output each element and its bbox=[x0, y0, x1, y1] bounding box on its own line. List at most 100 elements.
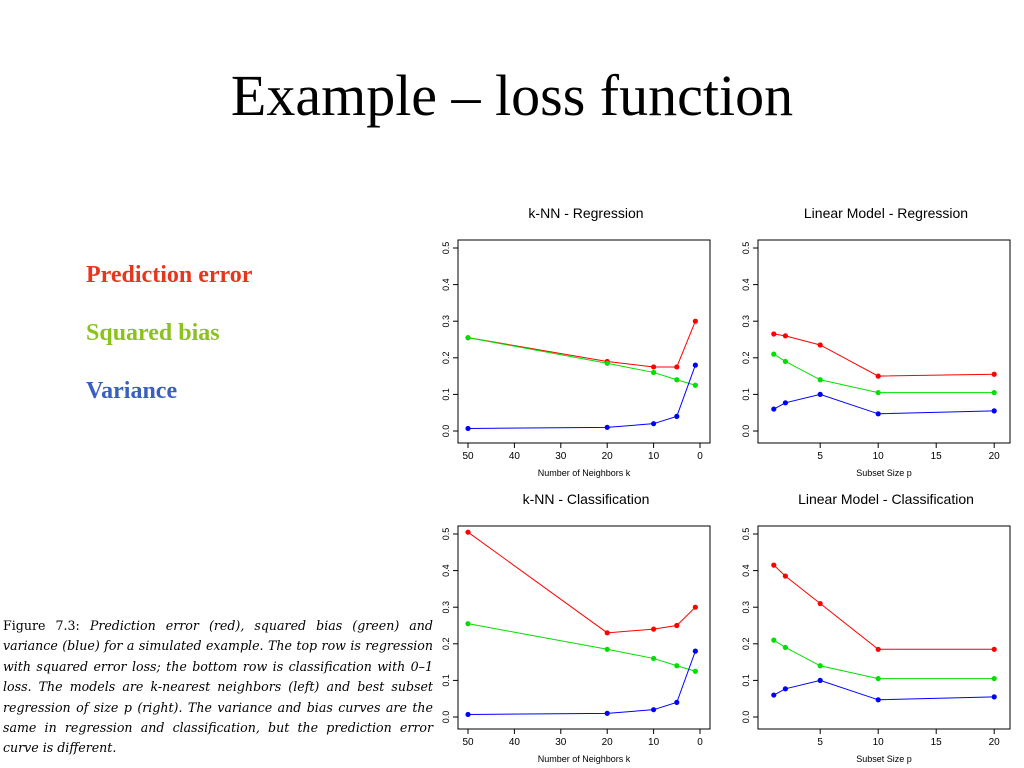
chart-0-ytick-label: 0.5 bbox=[441, 242, 451, 255]
chart-0-red-point bbox=[674, 364, 680, 370]
chart-3-red-point bbox=[875, 646, 881, 652]
chart-1-green-point bbox=[782, 358, 788, 365]
chart-2-xlabel: Number of Neighbors k bbox=[538, 754, 631, 764]
chart-1-xlabel: Subset Size p bbox=[856, 468, 912, 478]
chart-1-blue-line bbox=[773, 393, 995, 415]
chart-0-ytick-label: 0.1 bbox=[441, 388, 451, 401]
chart-0-plot-frame bbox=[457, 239, 711, 444]
chart-3-plot-frame bbox=[757, 525, 1011, 730]
chart-3-blue-point bbox=[817, 677, 823, 683]
chart-1-red-point bbox=[875, 373, 881, 379]
chart-0-xlabel: Number of Neighbors k bbox=[538, 468, 631, 478]
chart-3-blue-point bbox=[771, 692, 777, 698]
chart-1-green-line bbox=[773, 353, 995, 394]
chart-3-blue-line bbox=[773, 679, 995, 701]
chart-2-xtick-label: 0 bbox=[697, 737, 703, 748]
chart-1-red-point bbox=[817, 342, 823, 348]
chart-0-red-point bbox=[692, 318, 698, 324]
chart-0-title: k-NN - Regression bbox=[528, 205, 643, 221]
chart-1-xtick-label: 5 bbox=[817, 451, 823, 462]
chart-1-red-point bbox=[771, 331, 777, 337]
chart-3-title: Linear Model - Classification bbox=[798, 491, 974, 507]
chart-2-xtick-label: 10 bbox=[648, 737, 660, 748]
chart-2-blue-point bbox=[465, 711, 471, 718]
chart-1-xtick-label: 10 bbox=[873, 451, 885, 462]
chart-2-red-point bbox=[674, 622, 680, 629]
chart-2-xtick-label: 20 bbox=[602, 737, 614, 748]
figure-caption: Figure 7.3: Prediction error (red), squa… bbox=[3, 616, 433, 759]
chart-3-ytick-label: 0.0 bbox=[741, 711, 751, 724]
chart-1-red-point bbox=[991, 371, 997, 377]
chart-3-red-point bbox=[782, 573, 788, 579]
legend-prediction-error: Prediction error bbox=[86, 262, 253, 288]
chart-2-blue-point bbox=[674, 699, 680, 705]
chart-2-xtick-label: 40 bbox=[509, 737, 521, 748]
chart-3-green-point bbox=[991, 675, 997, 682]
chart-1-blue-point bbox=[875, 411, 881, 417]
chart-3-xtick-label: 10 bbox=[873, 737, 885, 748]
chart-3-xtick-label: 5 bbox=[817, 737, 823, 748]
chart-2-green-point bbox=[465, 621, 471, 627]
chart-3-green-line bbox=[773, 639, 995, 680]
chart-2-plot-frame bbox=[457, 525, 711, 730]
chart-1-blue-point bbox=[991, 408, 997, 414]
chart-1-green-point bbox=[991, 389, 997, 396]
chart-1-title: Linear Model - Regression bbox=[804, 205, 968, 221]
chart-0-xtick-label: 10 bbox=[648, 451, 660, 462]
chart-0-ytick-label: 0.0 bbox=[441, 425, 451, 438]
chart-2-red-point bbox=[692, 604, 698, 610]
chart-knn-regression: k-NN - Regression 0.0 0.1 0.2 0.3 0.4 0.5 50 40 3… bbox=[441, 205, 711, 478]
chart-3-ytick-label: 0.4 bbox=[741, 564, 751, 577]
chart-1-plot-frame bbox=[757, 239, 1011, 444]
chart-0-red-point bbox=[651, 364, 657, 370]
chart-0-ytick-label: 0.3 bbox=[441, 315, 451, 328]
chart-0-green-line bbox=[467, 337, 696, 386]
chart-2-red-point bbox=[651, 626, 657, 632]
chart-2-green-point bbox=[674, 663, 680, 669]
chart-2-blue-point bbox=[604, 710, 610, 716]
chart-3-red-point bbox=[771, 562, 777, 568]
chart-3-ytick-label: 0.2 bbox=[741, 638, 751, 651]
chart-1-green-point bbox=[771, 351, 777, 357]
chart-3-xlabel: Subset Size p bbox=[856, 754, 912, 764]
chart-linear-classification: Linear Model - Classification 0.0 0.1 0.2 0.… bbox=[741, 491, 1011, 764]
chart-linear-regression: Linear Model - Regression 0.0 0.1 0.2 0.3 0.4… bbox=[741, 205, 1011, 478]
chart-2-blue-point bbox=[651, 707, 657, 713]
legend-squared-bias: Squared bias bbox=[86, 320, 220, 346]
chart-3-xtick-label: 20 bbox=[989, 737, 1001, 748]
chart-2-ytick-label: 0.4 bbox=[441, 564, 451, 577]
chart-0-blue-point bbox=[692, 362, 698, 368]
chart-1-green-point bbox=[875, 389, 881, 396]
chart-3-green-point bbox=[782, 644, 788, 651]
chart-2-red-line bbox=[467, 531, 696, 634]
chart-0-green-point bbox=[674, 377, 680, 383]
chart-0-green-point bbox=[465, 335, 471, 341]
chart-2-green-point bbox=[692, 668, 698, 674]
chart-0-blue-point bbox=[674, 413, 680, 419]
chart-2-ytick-label: 0.3 bbox=[441, 601, 451, 614]
chart-3-green-point bbox=[875, 675, 881, 682]
chart-0-blue-point bbox=[604, 424, 610, 430]
chart-2-ytick-label: 0.1 bbox=[441, 674, 451, 687]
chart-0-ytick-label: 0.4 bbox=[441, 278, 451, 291]
chart-2-title: k-NN - Classification bbox=[523, 491, 650, 507]
legend-variance: Variance bbox=[86, 378, 178, 404]
chart-3-red-point bbox=[991, 646, 997, 652]
chart-3-blue-point bbox=[991, 694, 997, 700]
chart-1-red-line bbox=[773, 333, 995, 377]
chart-1-red-point bbox=[782, 333, 788, 339]
chart-2-xtick-label: 30 bbox=[555, 737, 567, 748]
chart-2-ytick-label: 0.2 bbox=[441, 638, 451, 651]
chart-2-ytick-label: 0.0 bbox=[441, 711, 451, 724]
chart-0-green-point bbox=[604, 360, 610, 366]
chart-1-ytick-label: 0.0 bbox=[741, 425, 751, 438]
chart-1-blue-point bbox=[782, 400, 788, 406]
chart-1-ytick-label: 0.2 bbox=[741, 352, 751, 365]
chart-1-green-point bbox=[817, 377, 823, 383]
chart-1-xtick-label: 15 bbox=[931, 451, 943, 462]
chart-0-xtick-label: 50 bbox=[462, 451, 474, 462]
chart-2-green-line bbox=[467, 623, 696, 672]
chart-1-xtick-label: 20 bbox=[989, 451, 1001, 462]
chart-3-ytick-label: 0.1 bbox=[741, 674, 751, 687]
chart-0-green-point bbox=[651, 369, 657, 376]
